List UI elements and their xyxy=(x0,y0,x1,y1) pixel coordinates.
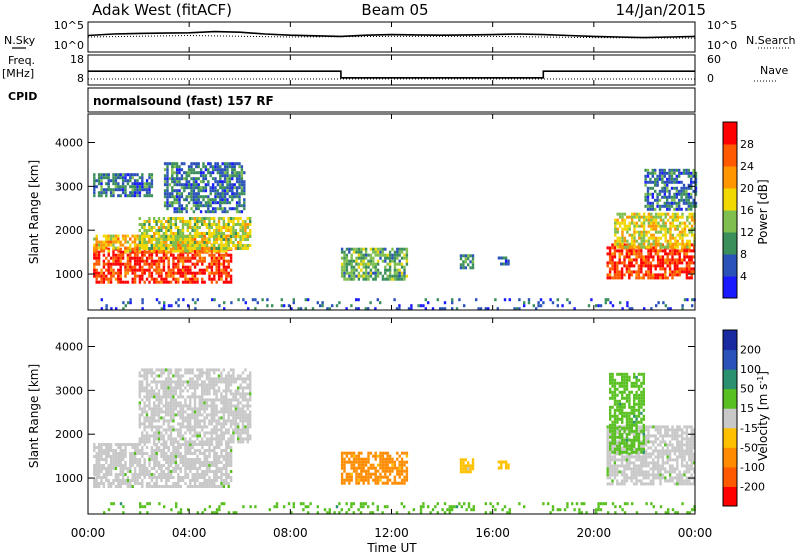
velocity-ytick-2000: 2000 xyxy=(55,428,83,441)
cbar-velocity-tick-6: 100 xyxy=(740,363,761,376)
velocity-region-2 xyxy=(340,451,409,485)
velocity-region-7 xyxy=(103,502,696,515)
axes: 1000 2000 3000 4000 1000 2000 3000 4000 00:00 04:… xyxy=(55,22,712,540)
time-axis-label: Time UT xyxy=(366,541,417,554)
cbar-power-swatch-2 xyxy=(723,232,737,255)
velocity-region-3 xyxy=(459,458,475,474)
cpid-text: normalsound (fast) 157 RF xyxy=(93,94,274,108)
cbar-velocity-tick-3: -15 xyxy=(740,422,758,435)
noise-tick-left-top: 10^5 xyxy=(54,19,84,32)
cbar-velocity-tick-1: -100 xyxy=(740,461,765,474)
velocity-ylabel: Slant Range [km] xyxy=(27,364,41,468)
nave-label: Nave xyxy=(760,64,788,77)
power-region-7 xyxy=(497,256,510,266)
freq-tick-left-top: 18 xyxy=(70,53,84,66)
power-ylabel: Slant Range [km] xyxy=(27,160,41,264)
noise-tick-right-bottom: 10^0 xyxy=(707,39,737,52)
power-heatmap xyxy=(93,162,698,311)
cbar-velocity-swatch-1 xyxy=(723,466,737,487)
noise-tick-right-top: 10^5 xyxy=(707,19,737,32)
cbar-power-swatch-6 xyxy=(723,144,737,167)
velocity-region-4 xyxy=(497,460,510,470)
power-colorbar: 4 8 12 16 20 24 28 xyxy=(722,121,754,299)
cbar-velocity-swatch-6 xyxy=(723,369,737,390)
time-tick-2: 08:00 xyxy=(273,526,308,540)
cbar-power-swatch-5 xyxy=(723,166,737,189)
cbar-velocity-swatch-8 xyxy=(723,330,737,351)
time-tick-6: 00:00 xyxy=(678,526,713,540)
cbar-velocity-swatch-5 xyxy=(723,388,737,409)
cbar-velocity-swatch-4 xyxy=(723,408,737,429)
velocity-region-1 xyxy=(138,368,252,444)
velocity-heatmap xyxy=(93,368,696,515)
freq-label: Freq. xyxy=(8,54,35,67)
cbar-velocity-swatch-7 xyxy=(723,349,737,370)
cbar-power-tick-6: 28 xyxy=(740,138,754,151)
noise-tick-left-bottom: 10^0 xyxy=(54,39,84,52)
power-ytick-4000: 4000 xyxy=(55,137,83,150)
freq-series-freq xyxy=(88,70,695,79)
velocity-ytick-3000: 3000 xyxy=(55,384,83,397)
cbar-power-tick-0: 4 xyxy=(740,270,747,283)
cbar-power-swatch-7 xyxy=(723,122,737,145)
cbar-power-swatch-4 xyxy=(723,188,737,211)
power-region-2 xyxy=(138,217,252,250)
nsearch-label: N.Search xyxy=(746,34,796,47)
power-region-0 xyxy=(93,247,233,284)
power-region-4 xyxy=(93,173,154,198)
velocity-region-6 xyxy=(609,372,645,454)
velocity-region-0 xyxy=(93,443,233,488)
date-title: 14/Jan/2015 xyxy=(616,1,707,19)
freq-tick-right-bottom: 0 xyxy=(707,72,714,85)
cbar-power-tick-1: 8 xyxy=(740,248,747,261)
cbar-power-tick-3: 16 xyxy=(740,204,754,217)
noise-series-nsky xyxy=(87,30,696,39)
time-tick-3: 12:00 xyxy=(374,526,409,540)
cpid-label: CPID xyxy=(8,90,37,103)
velocity-ytick-1000: 1000 xyxy=(55,472,83,485)
cpid-panel xyxy=(87,87,696,113)
cbar-power-tick-5: 24 xyxy=(740,160,754,173)
power-ytick-2000: 2000 xyxy=(55,224,83,237)
cbar-power-tick-2: 12 xyxy=(740,226,754,239)
beam-title: Beam 05 xyxy=(361,1,428,19)
cbar-velocity-tick-7: 200 xyxy=(740,344,761,357)
freq-unit-label: [MHz] xyxy=(2,67,34,80)
cbar-power-swatch-1 xyxy=(723,254,737,277)
time-tick-4: 16:00 xyxy=(475,526,510,540)
cbar-power-swatch-0 xyxy=(723,276,737,299)
cbar-velocity-tick-5: 50 xyxy=(740,383,754,396)
velocity-colorbar: -200 -100 -50 -15 15 50 100 200 xyxy=(722,329,765,507)
cbar-velocity-tick-4: 15 xyxy=(740,402,754,415)
freq-tick-left-bottom: 8 xyxy=(77,72,84,85)
power-region-11 xyxy=(100,298,696,311)
cbar-power-tick-4: 20 xyxy=(740,182,754,195)
power-region-5 xyxy=(340,247,409,281)
time-tick-5: 20:00 xyxy=(577,526,612,540)
cbar-velocity-swatch-2 xyxy=(723,447,737,468)
power-colorbar-label: Power [dB] xyxy=(756,179,770,244)
power-ytick-3000: 3000 xyxy=(55,180,83,193)
time-tick-1: 04:00 xyxy=(172,526,207,540)
cbar-power-swatch-3 xyxy=(723,210,737,233)
cbar-velocity-swatch-0 xyxy=(723,486,737,507)
cbar-velocity-swatch-3 xyxy=(723,427,737,448)
velocity-colorbar-label: Velocity [m s-1] xyxy=(756,371,770,461)
power-region-10 xyxy=(644,168,698,211)
cbar-velocity-tick-0: -200 xyxy=(740,480,765,493)
cbar-velocity-tick-2: -50 xyxy=(740,441,758,454)
power-region-6 xyxy=(459,254,475,270)
time-tick-0: 00:00 xyxy=(71,526,106,540)
station-title: Adak West (fitACF) xyxy=(92,1,232,19)
freq-tick-right-top: 60 xyxy=(707,53,721,66)
timeseries-layer xyxy=(87,30,696,80)
velocity-ytick-4000: 4000 xyxy=(55,341,83,354)
noise-series-nsearch xyxy=(87,34,696,39)
nsky-label: N.Sky xyxy=(4,34,36,47)
power-region-3 xyxy=(163,162,246,214)
power-ytick-1000: 1000 xyxy=(55,268,83,281)
